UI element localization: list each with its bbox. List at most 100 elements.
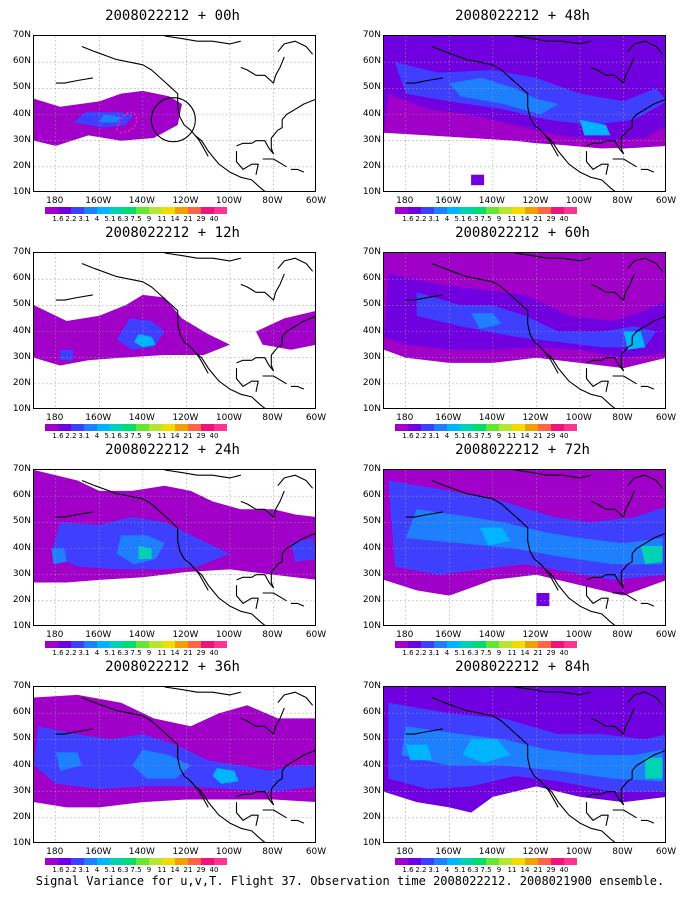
colorbar-swatch [97, 641, 110, 648]
coastline-3 [236, 789, 275, 806]
colorbar-label: 7.5 [130, 649, 142, 657]
colorbar-label: 9 [146, 432, 152, 440]
lon-tick-label: 160W [435, 847, 462, 857]
map-svg [384, 36, 665, 191]
forecast-panel-72h: 2008022212 + 72h 70N 60N 50N 40N 30N 20N 10N 180… [350, 439, 695, 657]
colorbar-label: 21 [533, 432, 543, 440]
colorbar-label: 29 [546, 215, 556, 223]
colorbar-label: 11 [507, 649, 517, 657]
colorbar-swatch [214, 641, 227, 648]
colorbar-label: 21 [183, 215, 193, 223]
forecast-panel-12h: 2008022212 + 12h 70N 60N 50N 40N 30N 20N 10N 180… [0, 222, 345, 440]
colorbar-swatch [110, 207, 123, 214]
lat-tick-label: 40N [362, 542, 381, 553]
colorbar-swatch [58, 858, 71, 865]
colorbar-swatch [525, 207, 538, 214]
colorbar-swatch [564, 641, 577, 648]
lon-tick-label: 100W [565, 196, 592, 206]
colorbar-swatch [97, 207, 110, 214]
colorbar-swatch [188, 858, 201, 865]
lon-tick-label: 80W [262, 196, 283, 206]
coastline-7 [612, 809, 637, 819]
coastline-9 [55, 511, 93, 518]
coastline-1 [544, 135, 559, 157]
panel-title: 2008022212 + 72h [455, 442, 590, 458]
colorbar-swatch [421, 207, 434, 214]
lat-tick-label: 40N [362, 108, 381, 119]
colorbar-swatch [525, 424, 538, 431]
coastline-6 [514, 36, 591, 45]
lat-tick-label: 60N [362, 56, 381, 67]
colorbar-swatch [447, 641, 460, 648]
lon-tick-label: 80W [612, 847, 633, 857]
coastline-5 [590, 56, 635, 84]
colorbar-swatch [499, 641, 512, 648]
colorbar-swatch [175, 858, 188, 865]
colorbar-label: 3.1 [78, 215, 90, 223]
colorbar-swatch [123, 207, 136, 214]
coastline-2 [585, 585, 609, 609]
colorbar-swatch [71, 207, 84, 214]
variance-contour-3 [138, 545, 152, 559]
coastline-8 [640, 819, 655, 824]
lon-tick-label: 80W [612, 196, 633, 206]
colorbar-swatch [188, 641, 201, 648]
coastline-10 [277, 40, 314, 55]
lon-tick-label: 140W [478, 196, 505, 206]
colorbar-label: 6.3 [117, 866, 129, 874]
lon-tick-label: 100W [215, 847, 242, 857]
colorbar-label: 5.1 [454, 432, 466, 440]
lat-tick-label: 70N [12, 247, 31, 257]
colorbar-swatch [551, 641, 564, 648]
lat-tick-label: 50N [12, 82, 31, 93]
colorbar-swatch [71, 424, 84, 431]
colorbar-swatch [434, 858, 447, 865]
coastline-6 [164, 253, 241, 262]
lon-tick-label: 180 [46, 196, 64, 206]
colorbar-swatch [473, 858, 486, 865]
lon-tick-label: 60W [305, 196, 327, 206]
colorbar-label: 3.1 [428, 649, 440, 657]
colorbar-label: 14 [170, 215, 180, 223]
coastline-4 [620, 99, 665, 139]
lon-tick-label: 100W [565, 847, 592, 857]
colorbar-label: 7.5 [480, 649, 492, 657]
lon-tick-label: 60W [655, 847, 677, 857]
colorbar-swatch [201, 424, 214, 431]
colorbar-label: 7.5 [130, 215, 142, 223]
lon-tick-label: 160W [85, 847, 112, 857]
colorbar-swatch [45, 858, 58, 865]
colorbar-swatch [45, 424, 58, 431]
lon-tick-label: 180 [396, 413, 414, 423]
lat-tick-label: 60N [362, 707, 381, 718]
colorbar-swatch [408, 641, 421, 648]
variance-contour-3 [212, 768, 239, 784]
colorbar-label: 40 [559, 432, 569, 440]
lat-tick-label: 40N [12, 759, 31, 770]
colorbar-swatch [486, 424, 499, 431]
colorbar-label: 6.3 [467, 866, 479, 874]
lon-tick-label: 140W [128, 847, 155, 857]
coastline-10 [627, 691, 664, 706]
map-frame [383, 35, 666, 192]
coastline-1 [544, 569, 559, 591]
colorbar-label: 1.6 [402, 866, 414, 874]
lat-tick-label: 30N [12, 351, 31, 362]
lon-tick-label: 180 [46, 847, 64, 857]
lon-tick-label: 180 [396, 196, 414, 206]
colorbar-label: 1.6 [52, 866, 64, 874]
colorbar-label: 14 [520, 215, 530, 223]
colorbar-label: 40 [559, 215, 569, 223]
lat-tick-label: 50N [362, 82, 381, 93]
colorbar-label: 40 [559, 866, 569, 874]
lat-tick-label: 10N [12, 621, 31, 631]
coastline-8 [290, 819, 305, 824]
colorbar-swatch [58, 641, 71, 648]
colorbar-label: 2.2 [65, 215, 77, 223]
coastline-7 [612, 375, 637, 385]
coastline-4 [270, 533, 315, 573]
lat-tick-label: 30N [362, 351, 381, 362]
colorbar-swatch [214, 858, 227, 865]
lon-tick-label: 180 [46, 413, 64, 423]
colorbar-label: 4 [444, 866, 450, 874]
